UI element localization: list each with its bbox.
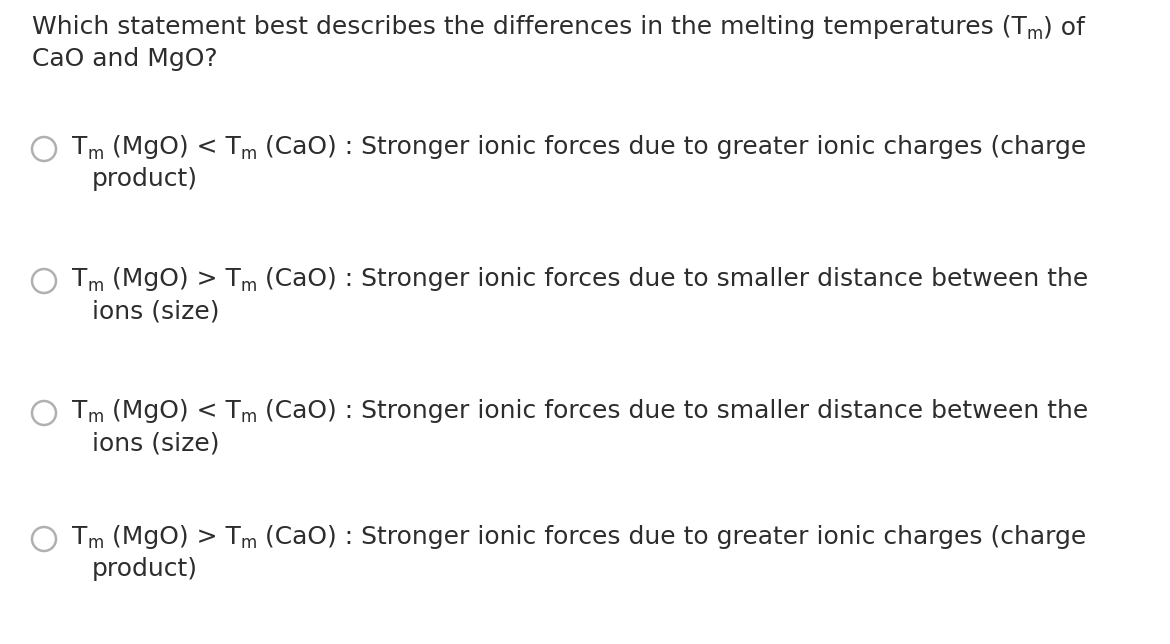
Text: m: m	[88, 408, 104, 426]
Text: (MgO) < T: (MgO) < T	[104, 135, 241, 159]
Text: T: T	[73, 135, 88, 159]
Text: ions (size): ions (size)	[92, 299, 220, 323]
Text: ions (size): ions (size)	[92, 431, 220, 455]
Text: (MgO) < T: (MgO) < T	[104, 399, 241, 423]
Text: (CaO) : Stronger ionic forces due to greater ionic charges (charge: (CaO) : Stronger ionic forces due to gre…	[256, 135, 1086, 159]
Text: T: T	[73, 525, 88, 549]
Text: Which statement best describes the differences in the melting temperatures (T: Which statement best describes the diffe…	[32, 15, 1027, 39]
Text: T: T	[73, 267, 88, 291]
Text: m: m	[1027, 24, 1044, 43]
Text: (CaO) : Stronger ionic forces due to smaller distance between the: (CaO) : Stronger ionic forces due to sma…	[256, 399, 1088, 423]
Text: m: m	[88, 276, 104, 294]
Text: m: m	[241, 535, 256, 553]
Text: CaO and MgO?: CaO and MgO?	[32, 47, 218, 71]
Text: m: m	[241, 144, 256, 162]
Text: (MgO) > T: (MgO) > T	[104, 525, 241, 549]
Text: m: m	[241, 276, 256, 294]
Text: m: m	[88, 535, 104, 553]
Text: ) of: ) of	[1044, 15, 1085, 39]
Text: m: m	[88, 144, 104, 162]
Text: (MgO) > T: (MgO) > T	[104, 267, 241, 291]
Text: T: T	[73, 399, 88, 423]
Text: m: m	[241, 408, 256, 426]
Text: (CaO) : Stronger ionic forces due to smaller distance between the: (CaO) : Stronger ionic forces due to sma…	[256, 267, 1088, 291]
Text: (CaO) : Stronger ionic forces due to greater ionic charges (charge: (CaO) : Stronger ionic forces due to gre…	[256, 525, 1086, 549]
Text: product): product)	[92, 167, 198, 191]
Text: product): product)	[92, 557, 198, 581]
